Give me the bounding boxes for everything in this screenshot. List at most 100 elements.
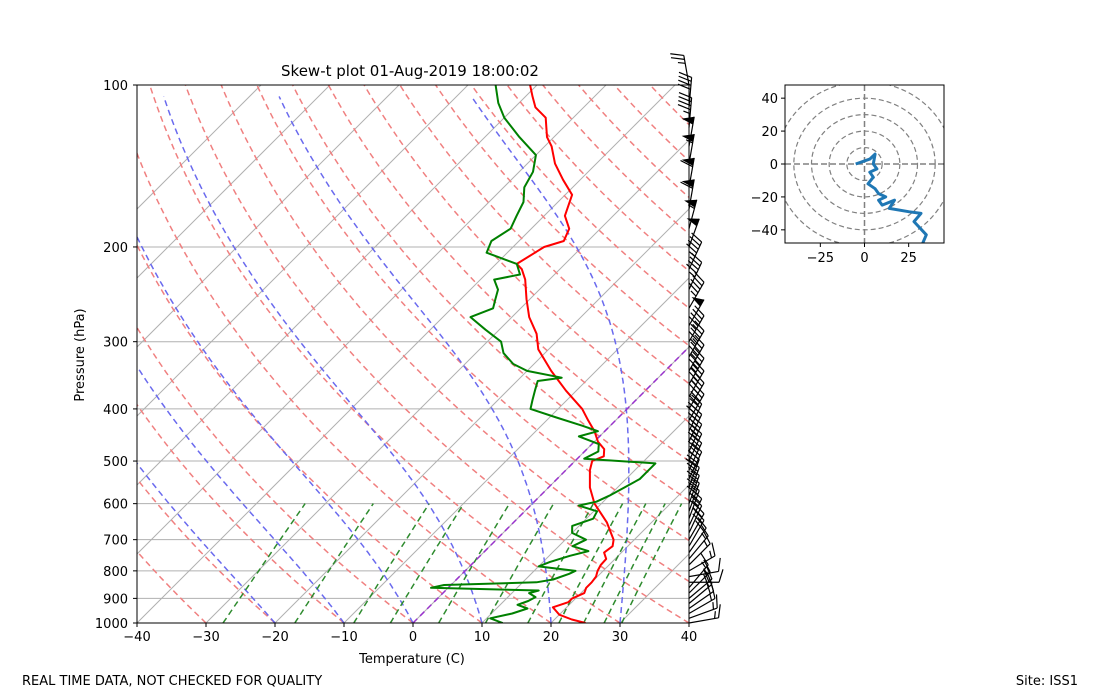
hodo-y-tick-label: 0 [770, 158, 778, 173]
wind-barb [689, 569, 724, 583]
hodo-x-tick-label: 25 [900, 251, 917, 266]
wind-barb [687, 442, 703, 480]
isotherm-line [137, 85, 331, 279]
wind-barbs [670, 53, 724, 624]
mixing-ratio-line [222, 503, 306, 623]
dry-adiabat [327, 85, 689, 462]
wind-barb [680, 179, 695, 210]
isotherm-line [550, 484, 689, 623]
x-tick-label: −20 [261, 630, 288, 645]
y-tick-label: 900 [103, 592, 128, 607]
hodo-x-tick-label: 0 [860, 251, 868, 266]
isotherm-line [137, 85, 400, 348]
x-tick-label: −40 [123, 630, 150, 645]
wind-barb [688, 604, 721, 624]
dry-adiabat [137, 151, 552, 623]
x-tick-label: −30 [192, 630, 219, 645]
wind-barb [686, 394, 703, 432]
x-tick-label: 30 [612, 630, 629, 645]
y-tick-label: 500 [103, 455, 128, 470]
x-tick-label: 0 [409, 630, 417, 645]
y-tick-label: 700 [103, 534, 128, 549]
wind-barb [670, 53, 690, 86]
dry-adiabat [578, 85, 689, 199]
isotherm-line [137, 85, 538, 486]
y-tick-label: 100 [103, 79, 128, 94]
skewt-series [430, 85, 657, 623]
x-tick-label: −10 [330, 630, 357, 645]
wind-barb [688, 594, 718, 619]
wind-barb [686, 218, 700, 248]
moist-adiabat [470, 95, 630, 623]
hodograph-line [855, 152, 928, 243]
wind-barb [688, 542, 716, 572]
mixing-ratio-line [621, 503, 683, 623]
mixing-ratio-line [582, 503, 647, 623]
hodograph-rings [785, 85, 944, 243]
isotherm-line [274, 208, 689, 623]
dry-adiabat [137, 326, 414, 623]
wind-barb [688, 305, 705, 342]
skewt-axes: −40 −30 −20 −10 0 10 20 30 40 1000 900 800 700 600 500… [95, 79, 697, 645]
wind-barb [681, 116, 695, 147]
isotherm-line [137, 85, 607, 555]
y-tick-label: 200 [103, 241, 128, 256]
moist-adiabat [137, 462, 276, 623]
wind-barb [687, 433, 703, 471]
moist-adiabat [137, 235, 414, 623]
dry-adiabat [542, 85, 689, 235]
x-tick-label: 10 [474, 630, 491, 645]
mixing-ratio-line [389, 503, 465, 623]
x-axis-label: Temperature (C) [358, 652, 465, 667]
hodograph-chart: −25 0 25 −40 −20 0 20 40 [751, 84, 945, 266]
moist-adiabat [162, 96, 483, 623]
moist-adiabat [278, 96, 552, 623]
wind-barb [688, 320, 705, 358]
hodograph-series [855, 152, 928, 243]
wind-barb [680, 157, 695, 188]
dry-adiabat [137, 243, 483, 623]
skewt-background-lines [137, 85, 689, 623]
wind-barb [688, 297, 705, 326]
y-tick-label: 600 [103, 498, 128, 513]
dry-adiabat [148, 85, 621, 623]
y-tick-label: 300 [103, 336, 128, 351]
isotherm-line [688, 622, 689, 623]
isotherm-0c [412, 345, 689, 623]
dry-adiabat [434, 85, 689, 347]
dry-adiabat [137, 403, 345, 623]
mixing-ratio-line [294, 503, 374, 623]
dry-adiabat [220, 85, 689, 583]
skewt-frame [136, 84, 690, 624]
wind-barb [677, 71, 693, 108]
y-tick-label: 800 [103, 565, 128, 580]
hodo-y-tick-label: −40 [751, 224, 778, 239]
quality-note: REAL TIME DATA, NOT CHECKED FOR QUALITY [22, 674, 323, 689]
hodo-y-tick-label: −20 [751, 191, 778, 206]
skewt-chart: −40 −30 −20 −10 0 10 20 30 40 1000 900 800 700 600 500… [73, 62, 697, 667]
wind-barb [686, 458, 700, 496]
y-axis-label: Pressure (hPa) [73, 308, 88, 401]
wind-barb [686, 232, 703, 270]
dry-adiabat [506, 85, 689, 272]
moist-adiabat [137, 365, 345, 623]
isotherm-line [137, 85, 676, 623]
y-tick-label: 400 [103, 403, 128, 418]
hodo-y-tick-label: 40 [761, 92, 778, 107]
hodo-y-tick-label: 20 [761, 125, 778, 140]
dry-adiabat [184, 85, 689, 623]
dry-adiabat [363, 85, 689, 423]
isotherm-line [343, 277, 689, 623]
site-label: Site: ISS1 [1015, 674, 1078, 689]
x-tick-label: 40 [681, 630, 698, 645]
y-tick-label: 1000 [95, 617, 128, 632]
mixing-ratio-line [438, 503, 511, 623]
mixing-ratio-line [353, 503, 430, 623]
dewpoint-line [430, 85, 657, 623]
wind-barb [688, 557, 721, 578]
isotherm-line [481, 415, 689, 623]
dry-adiabat [256, 85, 689, 542]
isotherm-line [137, 85, 262, 210]
dry-adiabat [470, 85, 689, 310]
